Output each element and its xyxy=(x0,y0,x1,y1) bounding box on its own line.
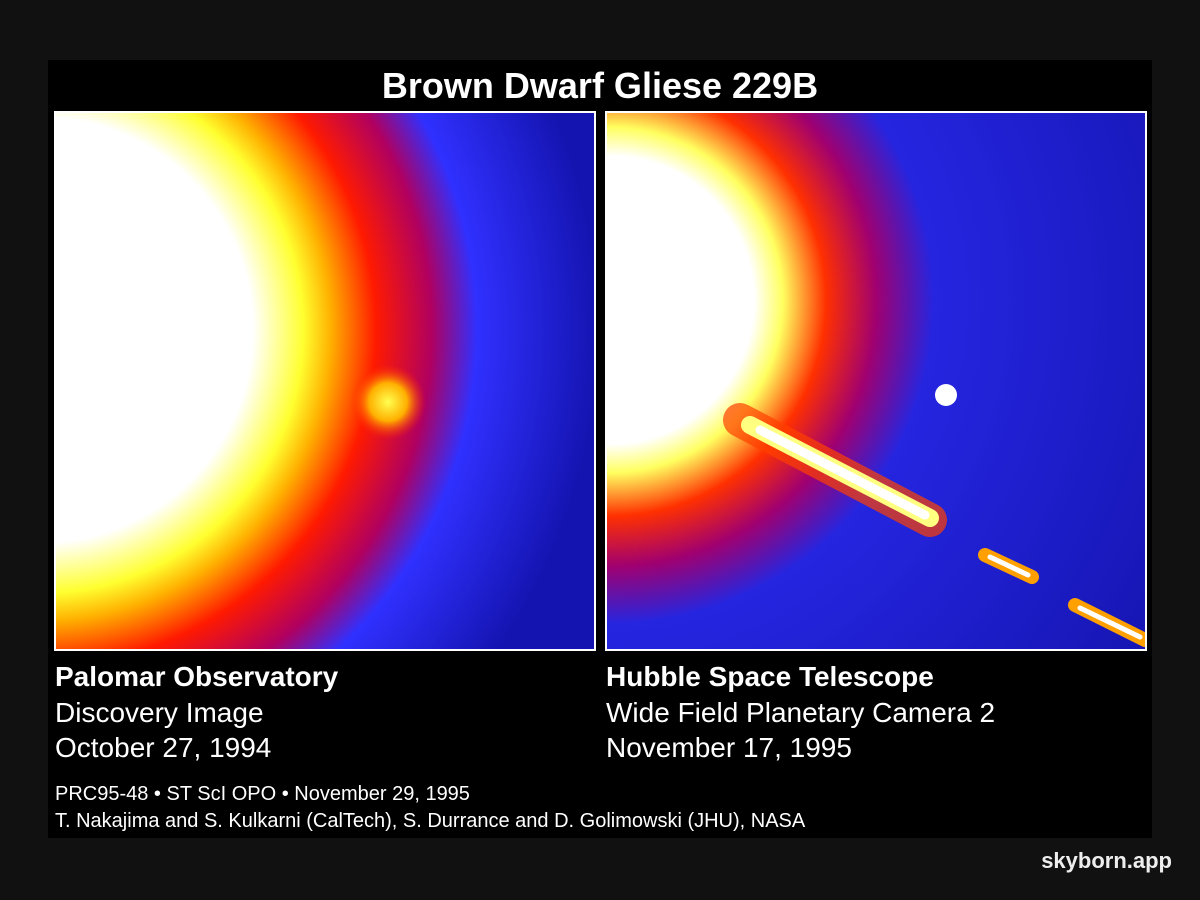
panel-caption: Discovery Image xyxy=(55,697,264,728)
image-border xyxy=(605,111,1147,651)
credit-line: T. Nakajima and S. Kulkarni (CalTech), S… xyxy=(55,810,806,832)
image-border xyxy=(54,111,596,651)
palomar-image xyxy=(55,112,595,650)
panel-heading: Hubble Space Telescope xyxy=(606,661,934,692)
panel-caption: October 27, 1994 xyxy=(55,732,271,763)
panel-caption: Wide Field Planetary Camera 2 xyxy=(606,697,995,728)
panel-caption: November 17, 1995 xyxy=(606,732,852,763)
watermark: skyborn.app xyxy=(1041,848,1172,873)
credit-line: PRC95-48 • ST ScI OPO • November 29, 199… xyxy=(55,783,470,805)
title: Brown Dwarf Gliese 229B xyxy=(382,65,818,106)
hubble-image xyxy=(606,112,1146,650)
panel-heading: Palomar Observatory xyxy=(55,661,339,692)
